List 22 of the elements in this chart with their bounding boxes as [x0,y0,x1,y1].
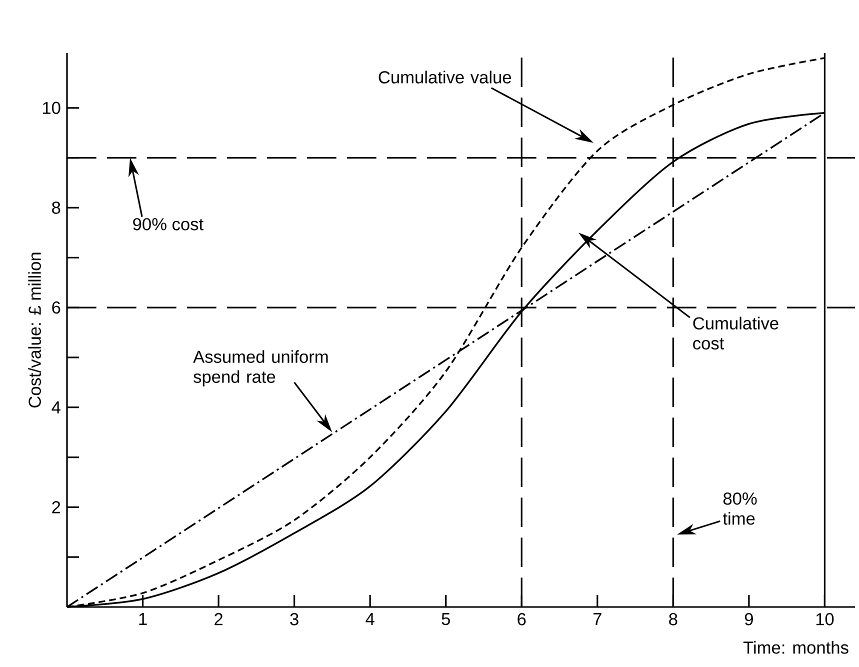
y-tick-label: 4 [52,401,60,414]
x-tick-label: 8 [669,613,678,626]
y-axis-title: Cost/value: £ million [28,252,41,408]
x-tick-label: 7 [593,613,602,625]
x-tick-label: 3 [290,613,298,626]
y-tick-label: 10 [42,102,60,114]
ref-line-label: 90% cost [133,218,204,230]
annotation: 80% time [722,492,757,525]
annotation: Assumed uniform spend rate [193,350,328,386]
x-tick-label: 4 [366,613,374,625]
x-tick-label: 5 [442,613,450,626]
x-tick-label: 1 [139,613,147,625]
x-axis-title: Time: months [743,641,848,654]
x-tick-label: 10 [816,613,834,626]
x-tick-label: 6 [518,613,526,626]
annotation: Cumulative value [378,70,512,84]
y-tick-label: 2 [52,501,60,514]
y-tick-label: 6 [52,301,60,314]
annotation: Cumulative cost [693,316,778,350]
x-tick-label: 9 [744,613,753,626]
y-tick-label: 8 [52,202,60,214]
x-tick-label: 2 [214,613,222,626]
